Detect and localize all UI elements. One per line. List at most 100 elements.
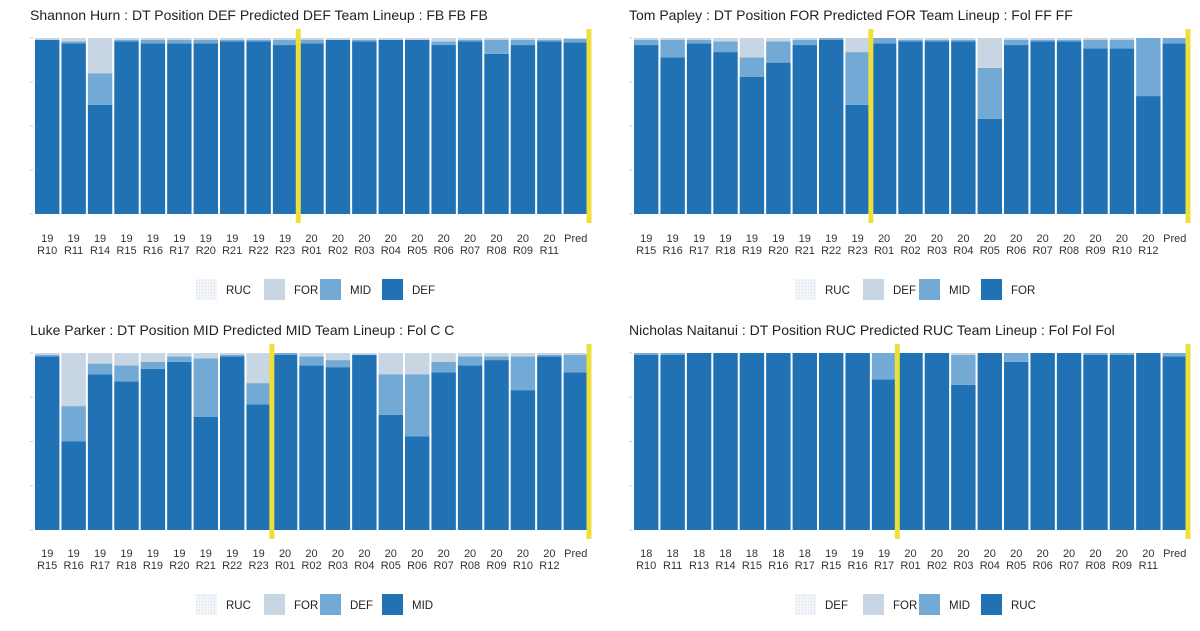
bar-segment-mid-2 [61, 441, 86, 530]
bar-segment-def-8 [220, 41, 245, 214]
x-tick-label: R09 [486, 560, 506, 572]
x-tick-label: R05 [381, 560, 401, 572]
legend-swatch-ruc [196, 594, 217, 615]
bar-segment-mid-6 [766, 41, 791, 63]
legend-label-for: FOR [1011, 285, 1035, 297]
x-tick-label: R06 [1006, 245, 1026, 257]
bar-segment-mid-3 [686, 39, 712, 44]
x-tick-label: R22 [821, 245, 841, 257]
bar-segment-for-11 [299, 353, 324, 357]
x-tick-label: R08 [486, 245, 506, 257]
highlight-divider [586, 29, 592, 223]
bar-segment-def-18 [484, 53, 509, 215]
x-tick-label-top: 20 [878, 233, 890, 245]
bar-segment-for-5 [140, 353, 166, 362]
bar-segment-mid-4 [713, 41, 738, 53]
x-tick-label-top: 20 [904, 233, 916, 245]
bar-segment-def-13 [951, 38, 976, 40]
highlight-divider [1185, 344, 1191, 539]
x-tick-label: R16 [848, 560, 868, 572]
x-tick-label: R07 [1059, 560, 1079, 572]
x-tick-label: R05 [980, 245, 1000, 257]
x-tick-label: R16 [768, 560, 788, 572]
x-tick-label-top: 19 [120, 233, 132, 245]
legend-swatch-def [320, 594, 341, 615]
legend-label-for: FOR [294, 285, 318, 297]
bar-segment-def-21 [563, 42, 588, 215]
bar-segment-ruc-18 [1083, 354, 1108, 530]
x-tick-label-top: 20 [1037, 548, 1049, 560]
x-tick-label-top: 20 [305, 548, 317, 560]
bar-segment-ruc-14 [977, 353, 1002, 530]
legend-label-mid: MID [949, 285, 970, 297]
x-tick-label: R06 [434, 245, 454, 257]
x-tick-label: R03 [354, 245, 374, 257]
bar-segment-for-15 [405, 353, 430, 375]
x-tick-label: R03 [953, 560, 973, 572]
x-tick-label: R09 [1112, 560, 1132, 572]
bar-segment-for-17 [1056, 41, 1082, 214]
bar-segment-mid-15 [1004, 39, 1029, 46]
bar-segment-mid-21 [563, 38, 588, 43]
legend-swatch-for [264, 594, 285, 615]
x-tick-label: R21 [795, 245, 815, 257]
x-tick-label: Pred [564, 548, 587, 560]
x-tick-label-top: 20 [464, 548, 476, 560]
bar-segment-mid-6 [167, 361, 192, 530]
x-tick-label: R06 [407, 560, 427, 572]
bar-segment-mid-17 [1056, 39, 1082, 42]
bar-segment-def-18 [484, 356, 509, 361]
x-tick-label-top: 20 [1037, 233, 1049, 245]
x-tick-label-top: 19 [719, 233, 731, 245]
x-tick-label-top: 20 [1089, 233, 1101, 245]
x-tick-label-top: 20 [332, 548, 344, 560]
x-tick-label-top: 19 [94, 548, 106, 560]
x-tick-label: R07 [434, 560, 454, 572]
x-tick-label: R01 [275, 560, 295, 572]
x-tick-label-top: 20 [1063, 548, 1075, 560]
bar-segment-def-5 [140, 43, 166, 214]
bar-segment-for-16 [431, 353, 456, 362]
bar-segment-mid-10 [871, 353, 897, 380]
bar-segment-mid-1 [634, 39, 659, 46]
bar-segment-for-12 [325, 353, 351, 361]
x-tick-label: R11 [64, 245, 83, 257]
x-tick-label: R16 [143, 245, 163, 257]
chart-title: Luke Parker : DT Position MID Predicted … [30, 322, 454, 338]
x-tick-label: R23 [249, 560, 269, 572]
chart-panel-3: Luke Parker : DT Position MID Predicted … [30, 322, 592, 615]
x-tick-label: R12 [539, 560, 559, 572]
x-tick-label: R15 [821, 560, 841, 572]
x-tick-label: R16 [64, 560, 84, 572]
bar-segment-def-1 [35, 39, 60, 215]
x-tick-label: R17 [90, 560, 110, 572]
x-tick-label-top: 18 [746, 548, 758, 560]
bar-segment-for-11 [299, 38, 324, 40]
legend-label-for: FOR [294, 600, 318, 612]
bar-segment-def-17 [457, 356, 483, 366]
bar-segment-mid-21 [1162, 38, 1187, 44]
x-tick-label-top: 20 [984, 548, 996, 560]
bar-segment-mid-3 [87, 73, 113, 105]
x-tick-label: R06 [1033, 560, 1053, 572]
bar-segment-def-2 [61, 43, 86, 214]
legend-swatch-def [863, 279, 884, 300]
legend-label-ruc: RUC [825, 285, 850, 297]
bar-segment-for-16 [431, 38, 456, 42]
x-tick-label: R22 [222, 560, 242, 572]
bar-segment-def-21 [563, 354, 588, 373]
bar-segment-for-9 [246, 353, 271, 384]
bar-segment-mid-8 [220, 356, 245, 530]
x-tick-label: R18 [116, 560, 136, 572]
bar-segment-def-15 [1004, 38, 1029, 40]
x-tick-label-top: 19 [772, 233, 784, 245]
bar-segment-def-12 [325, 360, 351, 368]
bar-segment-mid-18 [1083, 39, 1108, 49]
x-tick-label: R05 [407, 245, 427, 257]
x-tick-label-top: 20 [438, 233, 450, 245]
x-tick-label-top: 20 [411, 233, 423, 245]
chart-title: Shannon Hurn : DT Position DEF Predicted… [30, 7, 488, 23]
bar-segment-for-5 [739, 76, 765, 214]
x-tick-label: R07 [1033, 245, 1053, 257]
bar-segment-for-4 [713, 52, 738, 214]
